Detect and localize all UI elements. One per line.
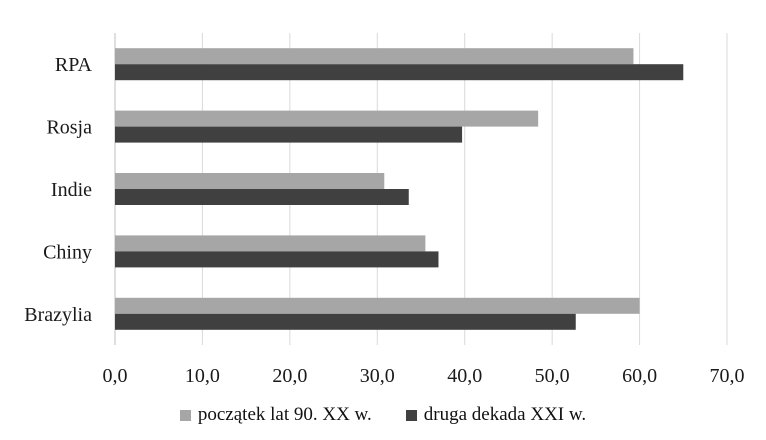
- bars: [115, 48, 684, 330]
- category-label: Rosja: [46, 117, 92, 139]
- legend-swatch-series-1: [179, 409, 191, 421]
- x-tick-label: 70,0: [710, 365, 745, 387]
- category-labels: Brazylia Chiny Indie Rosja RPA: [24, 54, 92, 326]
- bar-indie-series-1: [115, 173, 385, 189]
- legend-swatch-series-2: [405, 409, 417, 421]
- x-tick-label: 30,0: [360, 365, 395, 387]
- bar-rosja-series-1: [115, 110, 539, 127]
- x-tick-label: 20,0: [272, 365, 307, 387]
- legend: początek lat 90. XX w. druga dekada XXI …: [0, 398, 766, 432]
- bar-indie-series-2: [115, 189, 409, 205]
- bar-rpa-series-1: [115, 48, 634, 65]
- bar-chiny-series-1: [115, 235, 426, 252]
- category-label: Indie: [51, 179, 92, 201]
- bar-brazylia-series-2: [115, 313, 576, 330]
- category-label: Chiny: [43, 241, 92, 263]
- legend-item-series-1: początek lat 90. XX w.: [179, 404, 372, 426]
- x-tick-label: 10,0: [185, 365, 220, 387]
- x-tick-label: 0,0: [103, 365, 128, 387]
- category-label: RPA: [55, 54, 93, 76]
- x-tick-labels: 0,0 10,0 20,0 30,0 40,0 50,0 60,0 70,0: [103, 365, 745, 387]
- legend-label-series-1: początek lat 90. XX w.: [197, 404, 372, 425]
- bar-chiny-series-2: [115, 251, 439, 268]
- bar-brazylia-series-1: [115, 297, 640, 314]
- x-tick-label: 60,0: [622, 365, 657, 387]
- bar-rosja-series-2: [115, 126, 463, 143]
- x-tick-label: 40,0: [447, 365, 482, 387]
- legend-item-series-2: druga dekada XXI w.: [405, 404, 587, 426]
- x-tick-label: 50,0: [535, 365, 570, 387]
- category-label: Brazylia: [24, 304, 92, 326]
- legend-label-series-2: druga dekada XXI w.: [423, 404, 587, 425]
- bar-rpa-series-2: [115, 64, 684, 81]
